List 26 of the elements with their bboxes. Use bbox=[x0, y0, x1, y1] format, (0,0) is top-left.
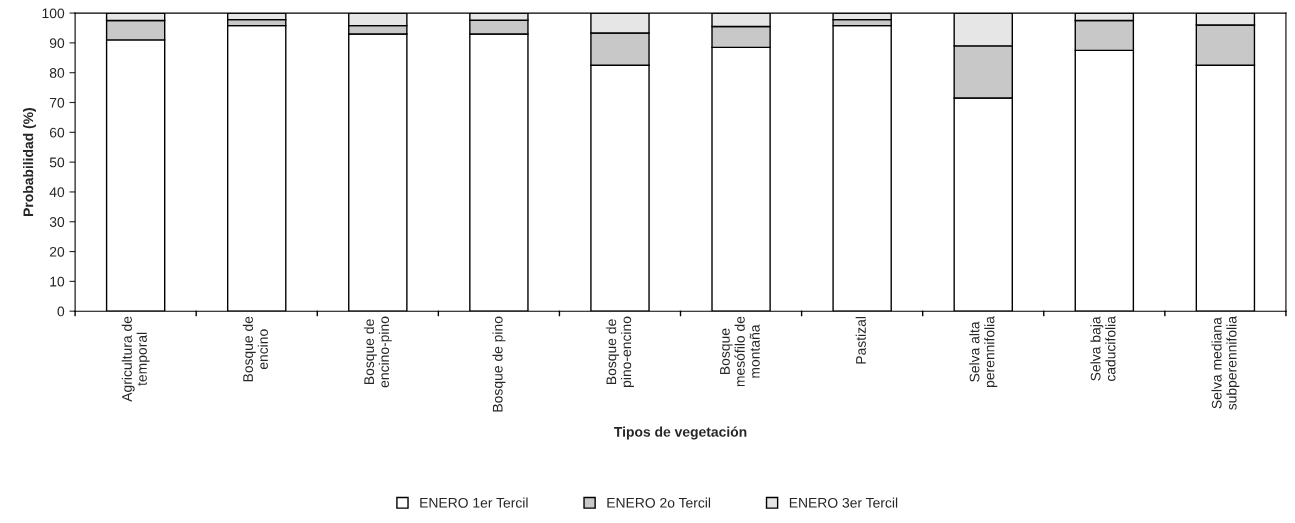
y-axis-title: Probabilidad (%) bbox=[23, 108, 36, 216]
y-tick-label: 20 bbox=[49, 246, 65, 257]
x-tick-label: Selva mediana subperennifolia bbox=[1211, 316, 1240, 410]
x-tick-label: Pastizal bbox=[855, 316, 866, 364]
y-tick-label: 80 bbox=[49, 68, 65, 78]
x-axis-title: Tipos de vegetación bbox=[614, 426, 747, 440]
x-tick-label: Bosque de encino bbox=[242, 316, 268, 382]
x-tick-label: Bosque de pino-encino bbox=[606, 316, 634, 387]
y-tick-label: 30 bbox=[49, 217, 65, 227]
x-tick-label: Bosque mesófilo de montaña bbox=[720, 316, 760, 387]
x-tick-label: Agricultura de temporal bbox=[121, 316, 150, 402]
y-tick-label: 0 bbox=[57, 306, 65, 317]
x-tick-label: Bosque de pino bbox=[492, 316, 506, 412]
y-tick-label: 100 bbox=[42, 8, 65, 19]
x-tick-label: Selva baja caducifolia bbox=[1090, 316, 1116, 382]
y-tick-label: 10 bbox=[50, 276, 65, 287]
legend-label: ENERO 2o Tercil bbox=[607, 497, 711, 508]
x-tick-label: Selva alta perennifolia bbox=[969, 316, 998, 387]
y-tick-label: 60 bbox=[49, 127, 65, 138]
y-tick-label: 40 bbox=[49, 187, 65, 198]
legend-label: ENERO 1er Tercil bbox=[420, 497, 528, 508]
x-tick-label: Bosque de encino-pino bbox=[363, 316, 392, 388]
legend-label: ENERO 3er Tercil bbox=[789, 497, 898, 508]
y-tick-label: 90 bbox=[49, 38, 65, 49]
y-tick-label: 50 bbox=[49, 157, 65, 168]
y-tick-label: 70 bbox=[49, 97, 65, 108]
